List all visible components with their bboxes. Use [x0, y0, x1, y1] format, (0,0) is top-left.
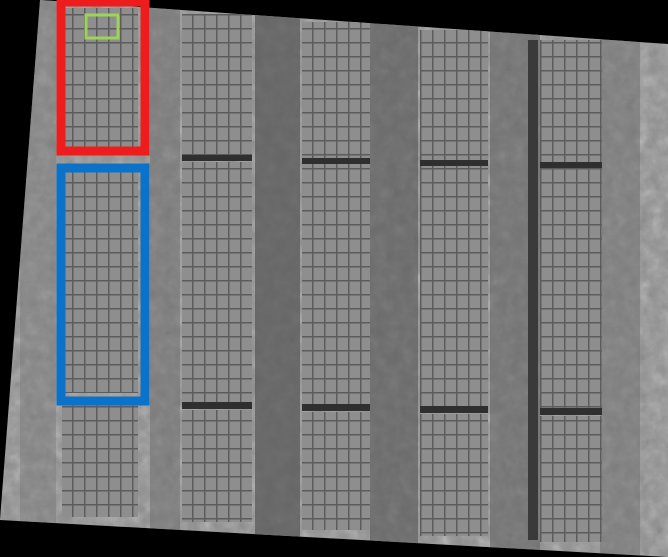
- soil-strip: [150, 0, 180, 557]
- soil-strip: [600, 0, 640, 557]
- red-annotation-box: [56, 0, 150, 156]
- panel-column-4: [420, 30, 488, 536]
- soil-strip: [255, 0, 300, 557]
- green-annotation-box: [84, 13, 120, 40]
- row-gaps: [182, 40, 602, 540]
- panel-column-3: [302, 22, 370, 530]
- panel-column-2: [182, 14, 252, 522]
- panel-column-5: [540, 40, 602, 542]
- soil-strip: [370, 0, 418, 557]
- blue-annotation-box: [56, 163, 150, 406]
- panel-column-1: [62, 8, 138, 517]
